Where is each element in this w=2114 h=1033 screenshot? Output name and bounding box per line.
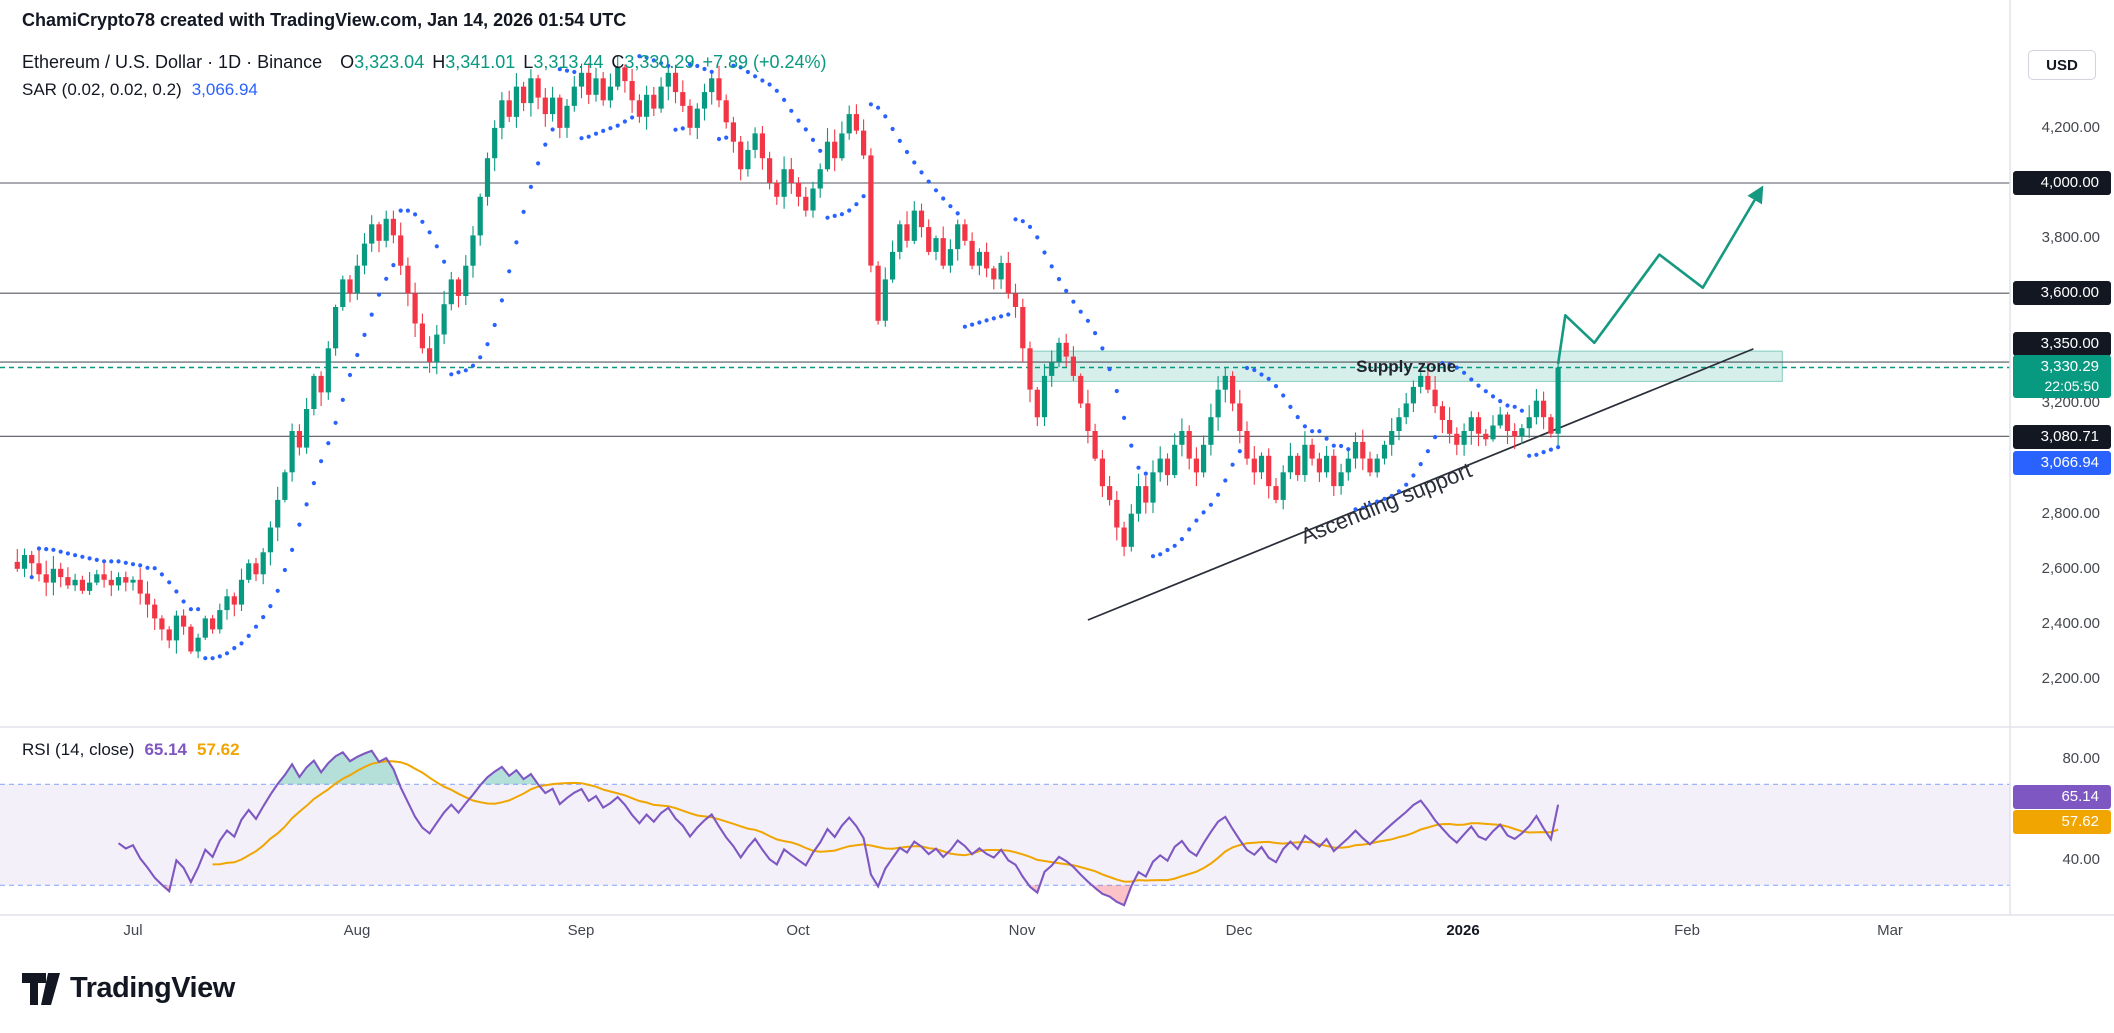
rsi-axis-label: 40.00 <box>2062 851 2100 868</box>
price-axis-label: 2,800.00 <box>2041 504 2100 522</box>
symbol-legend: Ethereum / U.S. Dollar · 1D · Binance O3,… <box>22 50 827 102</box>
tradingview-logo-text: TradingView <box>70 972 235 1004</box>
high-label: H <box>432 52 446 72</box>
high-value: 3,341.01 <box>445 52 516 72</box>
rsi-value: 65.14 <box>144 740 187 759</box>
price-axis-label: 3,800.00 <box>2041 229 2100 247</box>
rsi-label-badge: 57.62 <box>2013 810 2111 834</box>
chart-attribution: ChamiCrypto78 created with TradingView.c… <box>22 10 627 30</box>
time-axis-label: Dec <box>1225 922 1253 939</box>
price-axis-label: 2,400.00 <box>2041 614 2100 632</box>
time-axis-label: 2026 <box>1446 922 1480 939</box>
price-axis[interactable]: USD 4,200.00 3,800.00 3,200.00 2,800.00 2,60… <box>2010 0 2114 915</box>
rsi-ma-value: 57.62 <box>196 740 240 759</box>
price-axis-label: 4,200.00 <box>2041 118 2100 136</box>
rsi-legend: RSI (14, close) 65.14 57.62 <box>22 740 240 760</box>
change-value: +7.89 (+0.24%) <box>702 52 827 72</box>
low-value: 3,313.44 <box>533 52 604 72</box>
time-axis-label: Feb <box>1674 922 1700 939</box>
rsi-plot <box>117 749 1560 907</box>
price-label-badge: 4,000.00 <box>2013 171 2111 195</box>
rsi-axis-label: 80.00 <box>2062 750 2100 767</box>
low-label: L <box>523 52 534 72</box>
tradingview-logo[interactable]: TradingView <box>22 972 235 1005</box>
supply-zone-drawing[interactable] <box>1029 350 1783 382</box>
rsi-ma-line <box>212 760 1559 883</box>
close-label: C <box>611 52 625 72</box>
price-label-badge: 3,330.29 22:05:50 <box>2013 355 2111 398</box>
price-label-badge: 3,600.00 <box>2013 281 2111 305</box>
rsi-line <box>117 749 1560 907</box>
time-axis-label: Jul <box>123 922 143 939</box>
ascending-support-line[interactable] <box>1087 348 1754 621</box>
supply-zone-label: Supply zone <box>1356 357 1456 376</box>
symbol-title[interactable]: Ethereum / U.S. Dollar · 1D · Binance <box>22 52 323 72</box>
sar-indicator-label[interactable]: SAR (0.02, 0.02, 0.2) <box>22 80 182 99</box>
rsi-band-fill <box>0 784 2010 886</box>
ohlc-values: O3,323.04 H3,341.01 L3,313.44 C3,330.29 +7.8… <box>332 52 826 72</box>
rsi-indicator-label[interactable]: RSI (14, close) <box>22 740 135 759</box>
time-axis-label: Mar <box>1877 922 1903 939</box>
rsi-label-badge: 65.14 <box>2013 785 2111 809</box>
sar-indicator-value: 3,066.94 <box>191 80 258 99</box>
open-value: 3,323.04 <box>354 52 425 72</box>
ascending-support-label: Ascending support <box>1297 457 1475 548</box>
last-price-value: 3,330.29 <box>2040 358 2099 375</box>
time-axis-label: Oct <box>786 922 810 939</box>
open-label: O <box>340 52 355 72</box>
price-axis-label: 3,200.00 <box>2041 394 2100 412</box>
price-label-badge: 3,350.00 <box>2013 332 2111 356</box>
price-label-badge: 3,066.94 <box>2013 451 2111 475</box>
bar-countdown: 22:05:50 <box>2044 378 2100 394</box>
time-axis-label: Aug <box>343 922 371 939</box>
psar-dots <box>29 54 1561 661</box>
tradingview-logo-icon <box>22 972 60 1005</box>
time-axis[interactable]: Jul Aug Sep Oct Nov Dec 2026 Feb Mar <box>0 916 2114 950</box>
time-axis-label: Nov <box>1008 922 1036 939</box>
currency-toggle-button[interactable]: USD <box>2028 50 2096 80</box>
price-label-badge: 3,080.71 <box>2013 425 2111 449</box>
price-axis-label: 2,600.00 <box>2041 559 2100 577</box>
projected-path-drawing[interactable] <box>1556 185 1764 365</box>
time-axis-label: Sep <box>567 922 595 939</box>
close-value: 3,330.29 <box>624 52 695 72</box>
price-axis-label: 2,200.00 <box>2041 670 2100 687</box>
candlestick-series <box>14 56 1561 659</box>
